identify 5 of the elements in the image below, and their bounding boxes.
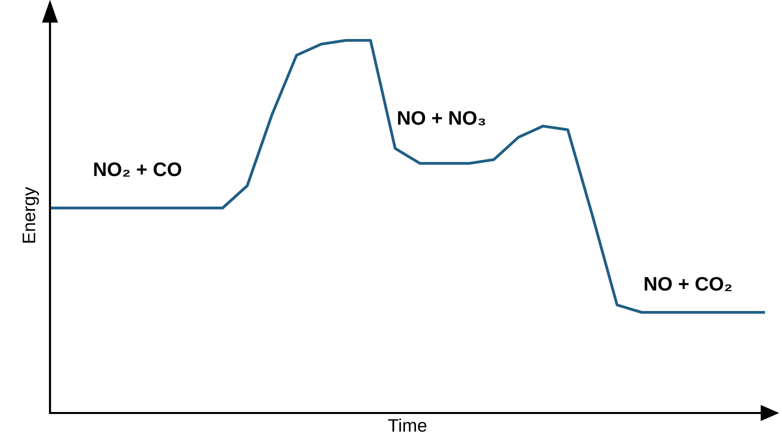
annotation: NO + CO₂ xyxy=(644,276,732,292)
annotation: NO + NO₃ xyxy=(398,111,486,126)
x-axis-title: Time xyxy=(388,418,426,432)
annotation: NO₂ + CO xyxy=(94,162,182,177)
y-axis-title: Energy xyxy=(22,186,39,243)
